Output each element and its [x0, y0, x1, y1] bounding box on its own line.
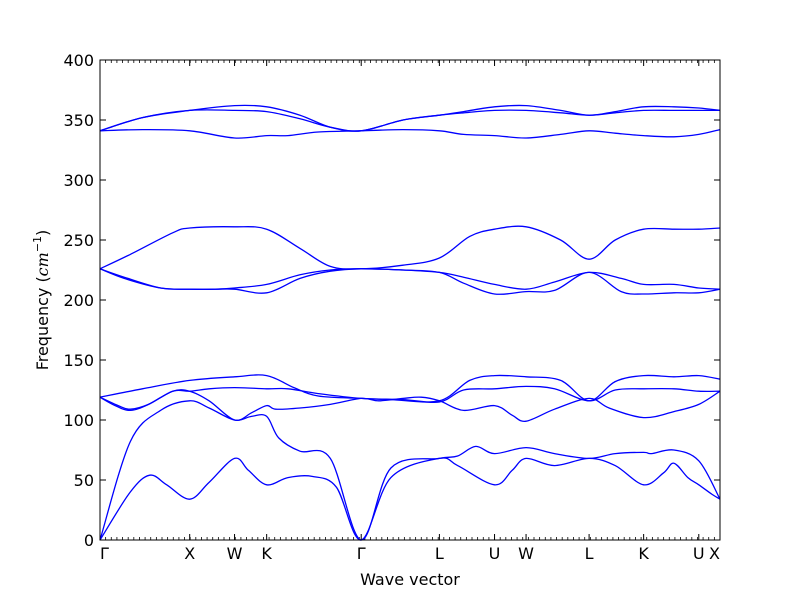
y-tick-label: 250	[63, 231, 94, 250]
x-tick-label: U	[489, 544, 501, 563]
y-tick-label: 50	[74, 471, 94, 490]
y-axis-label-text: Frequency (	[33, 276, 52, 370]
y-axis-label: Frequency (cm−1)	[31, 230, 52, 371]
y-axis-label-unit: cm	[33, 252, 52, 276]
band-line-7	[99, 268, 721, 290]
x-tick-label: U	[693, 544, 705, 563]
band-lines	[99, 104, 721, 541]
band-line-8	[99, 225, 721, 270]
x-tick-label: L	[435, 544, 444, 563]
x-tick-label: X	[184, 544, 195, 563]
y-axis-label-close: )	[33, 230, 52, 236]
band-line-9	[99, 128, 721, 139]
x-tick-label: W	[518, 544, 534, 563]
x-tick-label: K	[638, 544, 649, 563]
y-tick-label: 200	[63, 291, 94, 310]
plot-frame	[99, 59, 721, 541]
y-tick-label: 300	[63, 171, 94, 190]
band-line-2	[99, 400, 721, 541]
y-tick-label: 150	[63, 351, 94, 370]
y-tick-label: 100	[63, 411, 94, 430]
y-tick-label: 400	[63, 51, 94, 70]
x-tick-label: W	[227, 544, 243, 563]
x-tick-label: L	[585, 544, 594, 563]
y-axis-label-exponent: −1	[31, 236, 44, 252]
y-tick-label: 0	[84, 531, 94, 550]
y-axis-ticks: 0 50 100 150 200 250 300 350 400	[63, 51, 720, 550]
x-tick-label: Γ	[100, 544, 109, 563]
x-axis-label: Wave vector	[360, 570, 460, 589]
band-line-5	[99, 374, 721, 403]
x-tick-label: X	[709, 544, 720, 563]
x-tick-label: Γ	[357, 544, 366, 563]
y-tick-label: 350	[63, 111, 94, 130]
band-line-11	[99, 104, 721, 132]
x-tick-label: K	[261, 544, 272, 563]
